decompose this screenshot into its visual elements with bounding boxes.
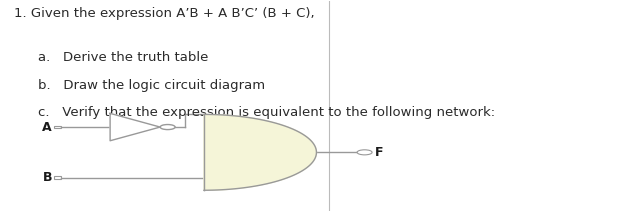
Polygon shape — [204, 114, 317, 190]
Text: 1. Given the expression A’B + A B’C’ (B + C),: 1. Given the expression A’B + A B’C’ (B … — [14, 7, 315, 20]
Bar — [54, 126, 61, 128]
Text: c.   Verify that the expression is equivalent to the following network:: c. Verify that the expression is equival… — [38, 106, 495, 119]
Circle shape — [357, 150, 372, 155]
Bar — [54, 176, 61, 179]
Text: b.   Draw the logic circuit diagram: b. Draw the logic circuit diagram — [38, 79, 265, 92]
Text: F: F — [375, 146, 384, 159]
Polygon shape — [110, 113, 160, 141]
Text: a.   Derive the truth table: a. Derive the truth table — [38, 51, 209, 64]
Text: B: B — [43, 171, 52, 184]
Circle shape — [160, 124, 175, 130]
Text: A: A — [43, 121, 52, 134]
